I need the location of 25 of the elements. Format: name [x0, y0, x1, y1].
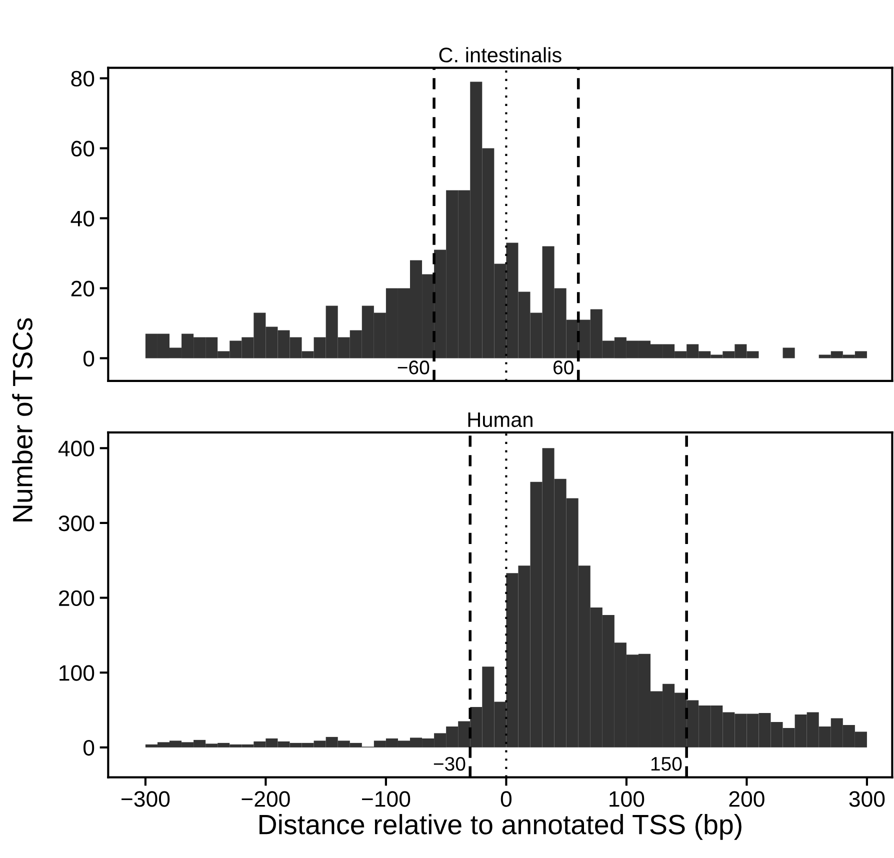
chart-title: Human — [468, 412, 532, 428]
ref-line-label: 60 — [554, 360, 574, 374]
x-tick-label: −100 — [362, 791, 410, 807]
ref-line-label: −60 — [398, 360, 430, 374]
y-tick-label: 300 — [58, 516, 94, 532]
ref-line-label: −30 — [434, 756, 466, 771]
y-tick-label: 20 — [71, 280, 94, 296]
y-tick-label: 400 — [58, 440, 94, 456]
x-tick-label: −300 — [122, 791, 170, 807]
y-tick-label: 60 — [71, 140, 94, 157]
y-tick-label: 40 — [70, 210, 94, 227]
x-tick-label: 300 — [849, 791, 885, 807]
chart-title: C. intestinalis — [439, 47, 562, 62]
x-tick-label: 0 — [500, 791, 512, 807]
y-tick-label: 80 — [71, 70, 94, 87]
x-tick-label: 100 — [610, 791, 644, 807]
y-tick-label: 0 — [83, 740, 94, 756]
y-tick-label: 200 — [59, 590, 94, 606]
y-axis-title: Number of TSCs — [12, 318, 32, 522]
x-axis-title: Distance relative to annotated TSS (bp) — [260, 814, 742, 840]
x-tick-label: −200 — [242, 791, 290, 807]
x-tick-label: 200 — [729, 791, 764, 807]
y-tick-label: 0 — [83, 350, 94, 366]
ref-line-label: 150 — [651, 756, 682, 771]
y-tick-label: 100 — [60, 665, 94, 681]
